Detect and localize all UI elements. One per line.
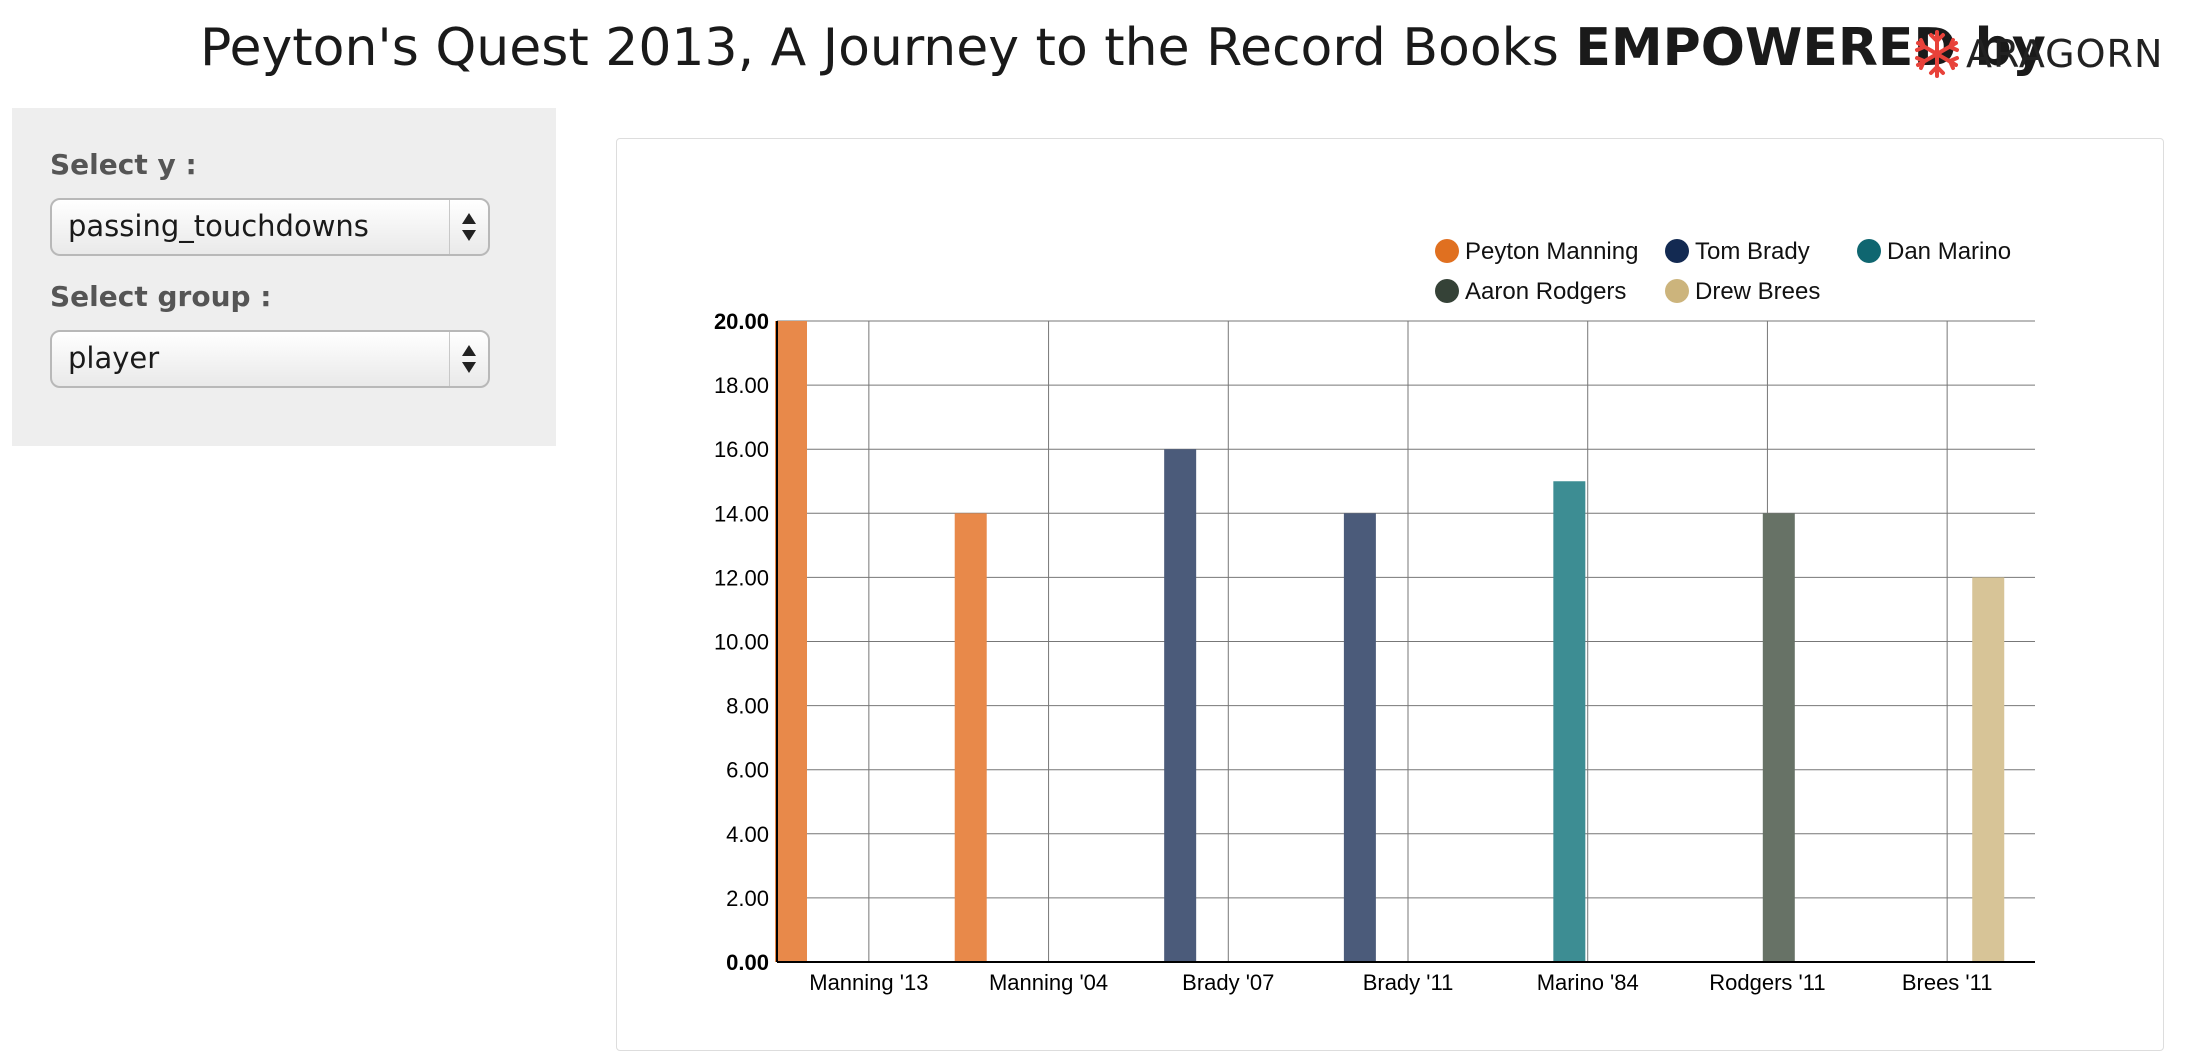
- select-group-value: player: [68, 341, 160, 375]
- controls-panel: Select y : passing_touchdowns Select gro…: [12, 108, 556, 446]
- y-tick-label: 10.00: [714, 630, 769, 655]
- legend-label[interactable]: Peyton Manning: [1465, 238, 1638, 265]
- chart-panel: 0.00 2.00 4.00 6.00 8.00 10.00 12.00 14.00 16.00…: [616, 138, 2164, 1051]
- legend-swatch[interactable]: [1857, 239, 1881, 263]
- legend-swatch[interactable]: [1665, 279, 1689, 303]
- updown-arrows-icon: [449, 200, 488, 254]
- legend-swatch[interactable]: [1435, 239, 1459, 263]
- y-tick-label: 12.00: [714, 565, 769, 590]
- bar[interactable]: [775, 321, 807, 962]
- bar[interactable]: [1164, 449, 1197, 962]
- header: Peyton's Quest 2013, A Journey to the Re…: [0, 0, 2194, 100]
- select-group-dropdown[interactable]: player: [50, 330, 490, 388]
- select-y-label: Select y :: [50, 148, 197, 181]
- y-tick-label: 6.00: [726, 758, 769, 783]
- x-tick-label: Marino '84: [1537, 970, 1639, 995]
- select-group-label: Select group :: [50, 280, 272, 313]
- x-tick-label: Manning '13: [809, 970, 928, 995]
- y-tick-label: 2.00: [726, 886, 769, 911]
- bar[interactable]: [1762, 513, 1795, 962]
- bar[interactable]: [954, 513, 987, 962]
- select-y-value: passing_touchdowns: [68, 209, 369, 243]
- y-tick-label: 14.00: [714, 501, 769, 526]
- y-tick-label: 8.00: [726, 694, 769, 719]
- y-tick-label: 20.00: [714, 309, 769, 334]
- legend-label[interactable]: Dan Marino: [1887, 238, 2011, 265]
- bar-chart: 0.00 2.00 4.00 6.00 8.00 10.00 12.00 14.00 16.00…: [714, 238, 2035, 995]
- legend-swatch[interactable]: [1665, 239, 1689, 263]
- legend-label[interactable]: Tom Brady: [1695, 238, 1810, 265]
- aragorn-logo: ARAGORN: [1912, 26, 2163, 82]
- select-y-dropdown[interactable]: passing_touchdowns: [50, 198, 490, 256]
- logo-wordmark: ARAGORN: [1966, 32, 2164, 76]
- y-tick-label: 4.00: [726, 822, 769, 847]
- y-tick-label: 0.00: [726, 950, 769, 975]
- x-tick-label: Brady '11: [1363, 970, 1454, 995]
- bar[interactable]: [1553, 481, 1586, 962]
- x-tick-label: Manning '04: [989, 970, 1108, 995]
- bar[interactable]: [1343, 513, 1376, 962]
- legend-swatch[interactable]: [1435, 279, 1459, 303]
- legend-label[interactable]: Aaron Rodgers: [1465, 278, 1626, 305]
- bar[interactable]: [1972, 577, 2005, 962]
- updown-arrows-icon: [449, 332, 488, 386]
- x-tick-label: Brady '07: [1182, 970, 1274, 995]
- x-tick-label: Rodgers '11: [1709, 970, 1825, 995]
- page-title: Peyton's Quest 2013, A Journey to the Re…: [200, 18, 2046, 78]
- x-tick-label: Brees '11: [1902, 970, 1993, 995]
- snowflake-icon: [1915, 30, 1959, 78]
- title-bold: EMPOWERED by: [1575, 18, 2046, 78]
- title-main: Peyton's Quest 2013, A Journey to the Re…: [200, 18, 1576, 78]
- legend-label[interactable]: Drew Brees: [1695, 278, 1820, 305]
- y-tick-label: 18.00: [714, 373, 769, 398]
- y-tick-label: 16.00: [714, 437, 769, 462]
